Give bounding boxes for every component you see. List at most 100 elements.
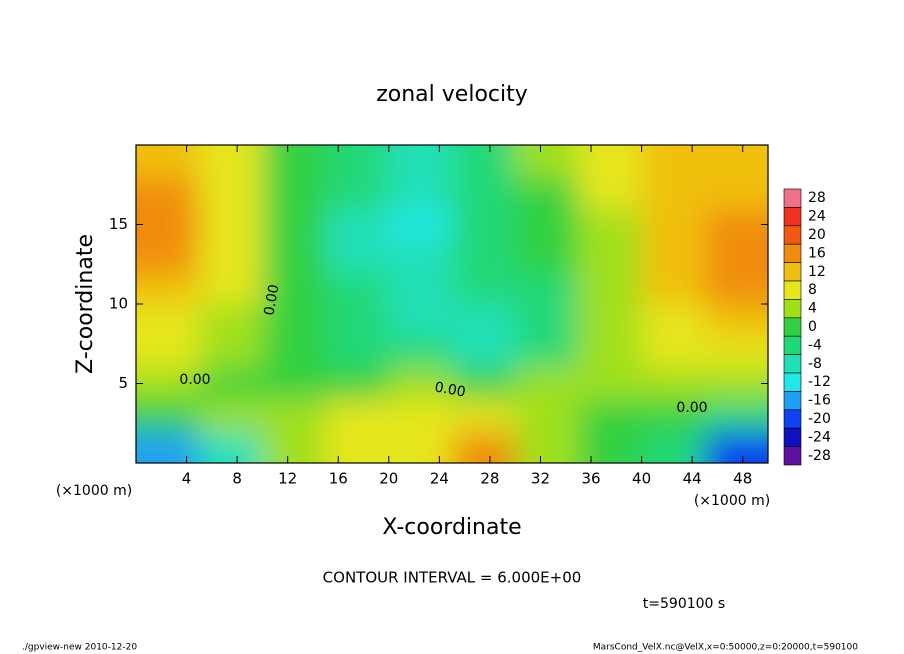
chart-title: zonal velocity bbox=[376, 82, 528, 107]
heat-cell bbox=[704, 367, 768, 400]
heat-cell bbox=[199, 145, 263, 178]
heat-cell bbox=[199, 208, 263, 241]
source-label: MarsCond_VelX.nc@VelX,x=0:50000,z=0:2000… bbox=[593, 643, 858, 653]
colorbar-label: -24 bbox=[808, 429, 831, 445]
heat-cell bbox=[199, 304, 263, 337]
colorbar-label: 4 bbox=[808, 301, 817, 317]
heat-cell bbox=[262, 176, 327, 210]
heat-cell bbox=[452, 399, 516, 432]
heat-cell bbox=[325, 431, 390, 463]
heat-cell bbox=[641, 335, 706, 369]
heat-cell bbox=[578, 399, 643, 432]
heat-cell bbox=[452, 145, 516, 178]
x-tick-label: 28 bbox=[480, 470, 499, 488]
colorbar-box bbox=[783, 391, 802, 411]
colorbar-label: 0 bbox=[808, 319, 817, 335]
heat-cell bbox=[452, 304, 516, 337]
heat-cell bbox=[262, 335, 327, 369]
heat-cell bbox=[262, 367, 327, 400]
heat-cell bbox=[515, 335, 579, 369]
heat-cell bbox=[515, 399, 579, 432]
colorbar-label: -16 bbox=[808, 393, 831, 409]
heat-cell bbox=[136, 335, 200, 369]
x-tick-label: 16 bbox=[329, 470, 348, 488]
heat-cell bbox=[388, 208, 453, 241]
heat-cell bbox=[325, 304, 390, 337]
heat-cell bbox=[515, 145, 579, 178]
colorbar-box bbox=[783, 354, 802, 374]
heat-cell bbox=[452, 367, 516, 400]
y-tick-label: 10 bbox=[109, 295, 128, 313]
heat-cell bbox=[578, 272, 643, 305]
colorbar-label: -4 bbox=[808, 337, 822, 353]
heat-cell bbox=[452, 176, 516, 210]
y-unit: (×1000 m) bbox=[56, 483, 132, 499]
heat-cell bbox=[515, 240, 579, 273]
colorbar-box bbox=[783, 299, 802, 319]
heat-cell bbox=[578, 208, 643, 241]
heat-cell bbox=[578, 240, 643, 273]
heat-cell bbox=[199, 399, 263, 432]
x-axis-label: X-coordinate bbox=[382, 515, 521, 540]
colorbar-box bbox=[783, 188, 802, 208]
x-tick-label: 24 bbox=[430, 470, 449, 488]
heat-cell bbox=[388, 367, 453, 400]
heat-cell bbox=[388, 335, 453, 369]
heat-cell bbox=[704, 208, 768, 241]
heat-cell bbox=[325, 272, 390, 305]
heat-cell bbox=[388, 145, 453, 178]
y-tick-label: 15 bbox=[109, 215, 128, 233]
x-tick-label: 8 bbox=[232, 470, 242, 488]
heat-cell bbox=[641, 431, 706, 463]
heat-cell bbox=[325, 335, 390, 369]
x-tick-label: 36 bbox=[581, 470, 600, 488]
colorbar-box bbox=[783, 427, 802, 447]
heat-cell bbox=[452, 272, 516, 305]
heat-cell bbox=[325, 399, 390, 432]
heat-cell bbox=[704, 145, 768, 178]
colorbar-label: 8 bbox=[808, 282, 817, 298]
heat-cell bbox=[704, 304, 768, 337]
colorbar-label: -28 bbox=[808, 448, 831, 464]
y-tick-label: 5 bbox=[118, 374, 128, 392]
colorbar-label: -8 bbox=[808, 356, 822, 372]
time-label: t=590100 s bbox=[643, 596, 725, 612]
contour-interval: CONTOUR INTERVAL = 6.000E+00 bbox=[323, 569, 582, 587]
colorbar-box bbox=[783, 280, 802, 300]
heat-cell bbox=[199, 431, 263, 463]
heat-cell bbox=[452, 240, 516, 273]
heat-cell bbox=[641, 208, 706, 241]
heat-cell bbox=[199, 335, 263, 369]
program-label: ./gpview-new 2010-12-20 bbox=[22, 643, 137, 653]
x-tick-label: 40 bbox=[632, 470, 651, 488]
heat-cell bbox=[325, 176, 390, 210]
heat-cell bbox=[388, 176, 453, 210]
heat-cell bbox=[262, 208, 327, 241]
heat-cell bbox=[704, 272, 768, 305]
heat-cell bbox=[578, 304, 643, 337]
heat-cell bbox=[325, 208, 390, 241]
heat-cell bbox=[578, 176, 643, 210]
colorbar-label: 28 bbox=[808, 190, 826, 206]
heat-cell bbox=[388, 272, 453, 305]
colorbar-box bbox=[783, 225, 802, 245]
contour-label: 0.00 bbox=[676, 400, 707, 416]
heat-cell bbox=[388, 399, 453, 432]
heat-cell bbox=[325, 145, 390, 178]
x-tick-label: 20 bbox=[379, 470, 398, 488]
heat-cell bbox=[199, 176, 263, 210]
heat-cell bbox=[641, 272, 706, 305]
heat-cell bbox=[388, 431, 453, 463]
heat-cell bbox=[641, 145, 706, 178]
heat-cell bbox=[641, 176, 706, 210]
heat-cell bbox=[578, 431, 643, 463]
heat-cell bbox=[578, 367, 643, 400]
heat-cell bbox=[704, 335, 768, 369]
contour-label: 0.00 bbox=[433, 379, 466, 400]
heat-cell bbox=[704, 176, 768, 210]
heat-cell bbox=[515, 367, 579, 400]
heat-cell bbox=[452, 208, 516, 241]
heat-cell bbox=[262, 145, 327, 178]
heat-cell bbox=[578, 335, 643, 369]
heat-cell bbox=[515, 272, 579, 305]
